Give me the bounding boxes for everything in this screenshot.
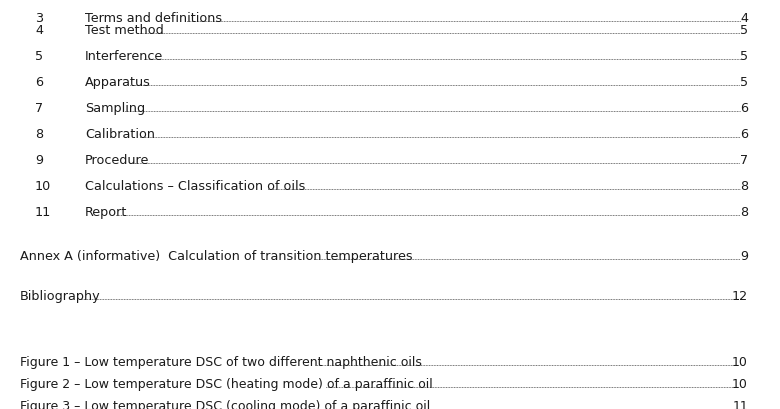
Text: 12: 12 bbox=[732, 289, 748, 302]
Text: 4: 4 bbox=[740, 12, 748, 25]
Text: 5: 5 bbox=[35, 50, 43, 63]
Text: 11: 11 bbox=[732, 399, 748, 409]
Text: Test method: Test method bbox=[85, 24, 164, 37]
Text: 6: 6 bbox=[740, 128, 748, 141]
Text: 3: 3 bbox=[35, 12, 43, 25]
Text: 8: 8 bbox=[740, 205, 748, 218]
Text: Bibliography: Bibliography bbox=[20, 289, 101, 302]
Text: 8: 8 bbox=[35, 128, 43, 141]
Text: 4: 4 bbox=[35, 24, 43, 37]
Text: 7: 7 bbox=[35, 102, 43, 115]
Text: Figure 2 – Low temperature DSC (heating mode) of a paraffinic oil: Figure 2 – Low temperature DSC (heating … bbox=[20, 377, 433, 390]
Text: Terms and definitions: Terms and definitions bbox=[85, 12, 222, 25]
Text: 6: 6 bbox=[35, 76, 43, 89]
Text: 9: 9 bbox=[35, 154, 43, 166]
Text: Annex A (informative)  Calculation of transition temperatures: Annex A (informative) Calculation of tra… bbox=[20, 249, 413, 262]
Text: Report: Report bbox=[85, 205, 127, 218]
Text: 5: 5 bbox=[740, 76, 748, 89]
Text: 5: 5 bbox=[740, 50, 748, 63]
Text: Procedure: Procedure bbox=[85, 154, 150, 166]
Text: Figure 3 – Low temperature DSC (cooling mode) of a paraffinic oil: Figure 3 – Low temperature DSC (cooling … bbox=[20, 399, 431, 409]
Text: Calculations – Classification of oils: Calculations – Classification of oils bbox=[85, 180, 306, 193]
Text: 11: 11 bbox=[35, 205, 51, 218]
Text: 7: 7 bbox=[740, 154, 748, 166]
Text: Apparatus: Apparatus bbox=[85, 76, 151, 89]
Text: 6: 6 bbox=[740, 102, 748, 115]
Text: 9: 9 bbox=[740, 249, 748, 262]
Text: 10: 10 bbox=[732, 355, 748, 368]
Text: 5: 5 bbox=[740, 24, 748, 37]
Text: 8: 8 bbox=[740, 180, 748, 193]
Text: Calibration: Calibration bbox=[85, 128, 155, 141]
Text: Figure 1 – Low temperature DSC of two different naphthenic oils: Figure 1 – Low temperature DSC of two di… bbox=[20, 355, 422, 368]
Text: Sampling: Sampling bbox=[85, 102, 145, 115]
Text: 10: 10 bbox=[732, 377, 748, 390]
Text: 10: 10 bbox=[35, 180, 51, 193]
Text: Interference: Interference bbox=[85, 50, 163, 63]
